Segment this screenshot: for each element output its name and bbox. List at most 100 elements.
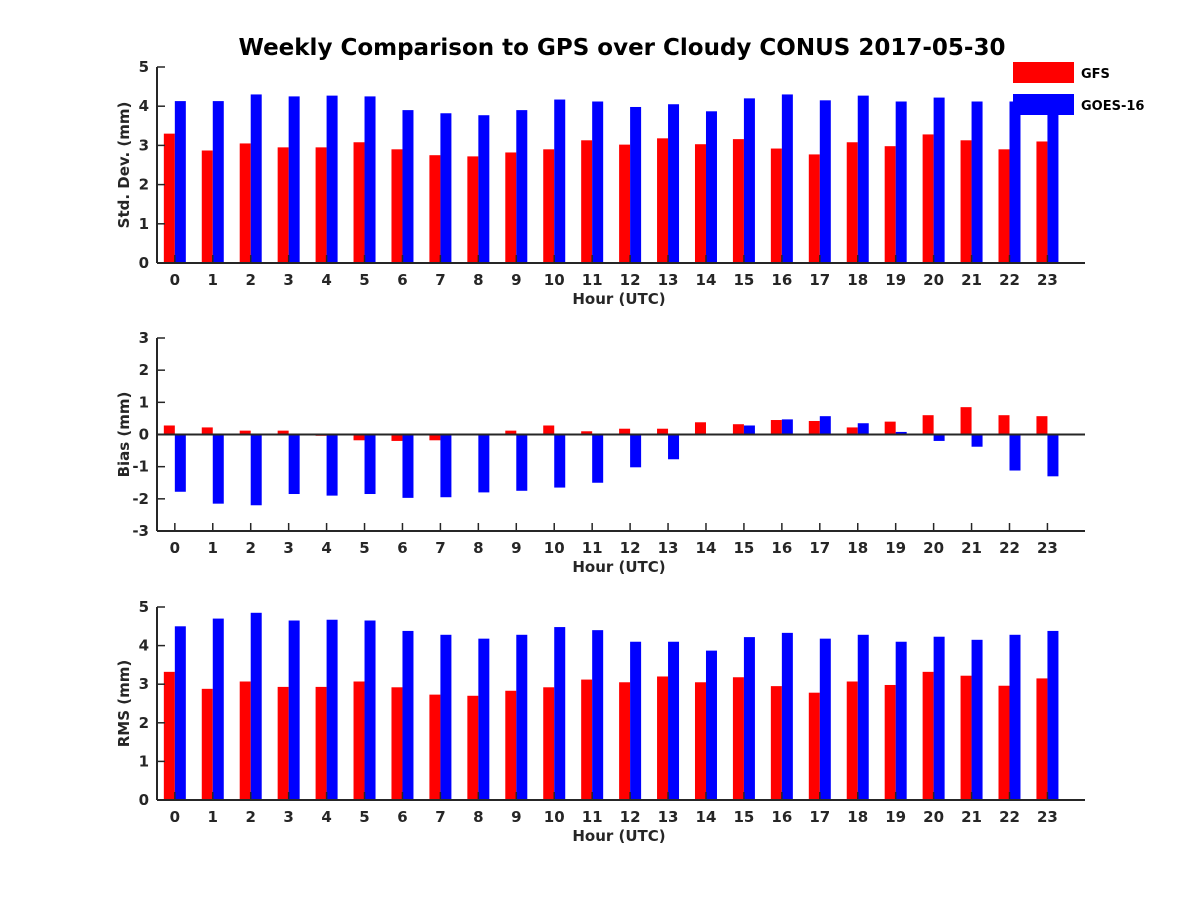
bar-gfs-hour-8 <box>467 156 479 263</box>
bar-goes-16-hour-14 <box>705 650 717 800</box>
y-tick-label: -2 <box>132 490 149 508</box>
x-tick-label: 11 <box>582 808 603 826</box>
x-tick-label: 22 <box>999 271 1020 289</box>
bar-gfs-hour-0 <box>163 425 175 435</box>
bar-gfs-hour-17 <box>808 692 820 800</box>
x-tick-label: 21 <box>961 539 982 557</box>
y-tick-label: 2 <box>139 714 149 732</box>
x-tick-label: 13 <box>658 539 679 557</box>
bar-goes-16-hour-8 <box>478 434 490 493</box>
bar-goes-16-hour-10 <box>554 99 566 263</box>
bar-goes-16-hour-8 <box>478 638 490 800</box>
bar-gfs-hour-0 <box>163 133 175 263</box>
bar-gfs-hour-2 <box>239 143 251 263</box>
bar-goes-16-hour-5 <box>364 620 376 800</box>
y-tick-label: 1 <box>139 393 149 411</box>
bar-goes-16-hour-14 <box>705 111 717 263</box>
bar-goes-16-hour-17 <box>819 100 831 263</box>
bar-gfs-hour-2 <box>239 681 251 800</box>
bar-goes-16-hour-22 <box>1009 634 1021 800</box>
x-tick-label: 2 <box>245 539 255 557</box>
x-tick-label: 5 <box>359 539 369 557</box>
bar-gfs-hour-17 <box>808 154 820 263</box>
x-tick-label: 5 <box>359 271 369 289</box>
x-tick-label: 8 <box>473 808 483 826</box>
x-tick-label: 9 <box>511 808 521 826</box>
bar-gfs-hour-1 <box>201 688 213 800</box>
bar-gfs-hour-18 <box>846 427 858 435</box>
bar-goes-16-hour-18 <box>857 95 869 264</box>
bar-goes-16-hour-12 <box>630 106 642 263</box>
bar-gfs-hour-3 <box>277 430 289 435</box>
bar-goes-16-hour-3 <box>288 620 300 800</box>
y-tick-label: 1 <box>139 215 149 233</box>
bar-gfs-hour-22 <box>998 415 1010 435</box>
bar-gfs-hour-7 <box>429 155 441 263</box>
x-tick-label: 8 <box>473 539 483 557</box>
bar-goes-16-hour-18 <box>857 634 869 800</box>
bar-gfs-hour-14 <box>694 682 706 800</box>
bar-gfs-hour-5 <box>353 142 365 263</box>
bar-goes-16-hour-13 <box>668 434 680 460</box>
bar-gfs-hour-5 <box>353 434 365 441</box>
x-tick-label: 2 <box>245 808 255 826</box>
bar-gfs-hour-12 <box>619 682 631 800</box>
x-tick-label: 3 <box>283 808 293 826</box>
bar-gfs-hour-11 <box>581 431 593 435</box>
bar-goes-16-hour-11 <box>592 630 604 800</box>
legend-label-goes-16: GOES-16 <box>1081 99 1144 114</box>
bar-goes-16-hour-0 <box>174 101 186 263</box>
bar-goes-16-hour-4 <box>326 619 338 800</box>
x-tick-label: 11 <box>582 271 603 289</box>
x-tick-label: 13 <box>658 271 679 289</box>
bar-gfs-hour-11 <box>581 679 593 800</box>
bar-goes-16-hour-21 <box>971 434 983 447</box>
bar-gfs-hour-23 <box>1036 678 1048 800</box>
bar-gfs-hour-21 <box>960 140 972 263</box>
x-axis-label: Hour (UTC) <box>572 827 665 845</box>
x-tick-label: 21 <box>961 808 982 826</box>
x-tick-label: 16 <box>771 808 792 826</box>
x-tick-label: 3 <box>283 539 293 557</box>
x-tick-label: 9 <box>511 539 521 557</box>
bar-goes-16-hour-16 <box>781 94 793 263</box>
y-tick-label: 0 <box>139 254 149 272</box>
legend-label-gfs: GFS <box>1081 67 1110 82</box>
bar-gfs-hour-15 <box>732 424 744 435</box>
x-tick-label: 1 <box>208 539 218 557</box>
x-tick-label: 5 <box>359 808 369 826</box>
x-tick-label: 14 <box>696 271 717 289</box>
bar-gfs-hour-10 <box>543 149 555 263</box>
bar-goes-16-hour-16 <box>781 632 793 800</box>
x-tick-label: 1 <box>208 808 218 826</box>
bar-gfs-hour-23 <box>1036 416 1048 435</box>
x-tick-label: 7 <box>435 539 445 557</box>
bar-goes-16-hour-15 <box>743 98 755 263</box>
x-tick-label: 23 <box>1037 808 1058 826</box>
bar-goes-16-hour-16 <box>781 419 793 435</box>
y-tick-label: 2 <box>139 361 149 379</box>
bar-gfs-hour-4 <box>315 686 327 800</box>
bar-goes-16-hour-20 <box>933 97 945 263</box>
x-tick-label: 23 <box>1037 539 1058 557</box>
x-tick-label: 8 <box>473 271 483 289</box>
x-tick-label: 3 <box>283 271 293 289</box>
bar-goes-16-hour-21 <box>971 639 983 800</box>
bar-gfs-hour-7 <box>429 434 441 441</box>
bar-gfs-hour-0 <box>163 671 175 800</box>
x-tick-label: 4 <box>321 271 331 289</box>
y-tick-label: 5 <box>139 58 149 76</box>
y-tick-label: 0 <box>139 791 149 809</box>
bar-gfs-hour-16 <box>770 148 782 263</box>
bar-gfs-hour-22 <box>998 149 1010 263</box>
bar-goes-16-hour-23 <box>1047 101 1059 263</box>
x-tick-label: 22 <box>999 539 1020 557</box>
bar-goes-16-hour-1 <box>212 434 224 504</box>
bar-gfs-hour-10 <box>543 425 555 435</box>
x-tick-label: 23 <box>1037 271 1058 289</box>
bar-goes-16-hour-12 <box>630 434 642 468</box>
x-tick-label: 20 <box>923 539 944 557</box>
x-tick-label: 16 <box>771 539 792 557</box>
bar-gfs-hour-9 <box>505 690 517 800</box>
bar-gfs-hour-16 <box>770 420 782 435</box>
